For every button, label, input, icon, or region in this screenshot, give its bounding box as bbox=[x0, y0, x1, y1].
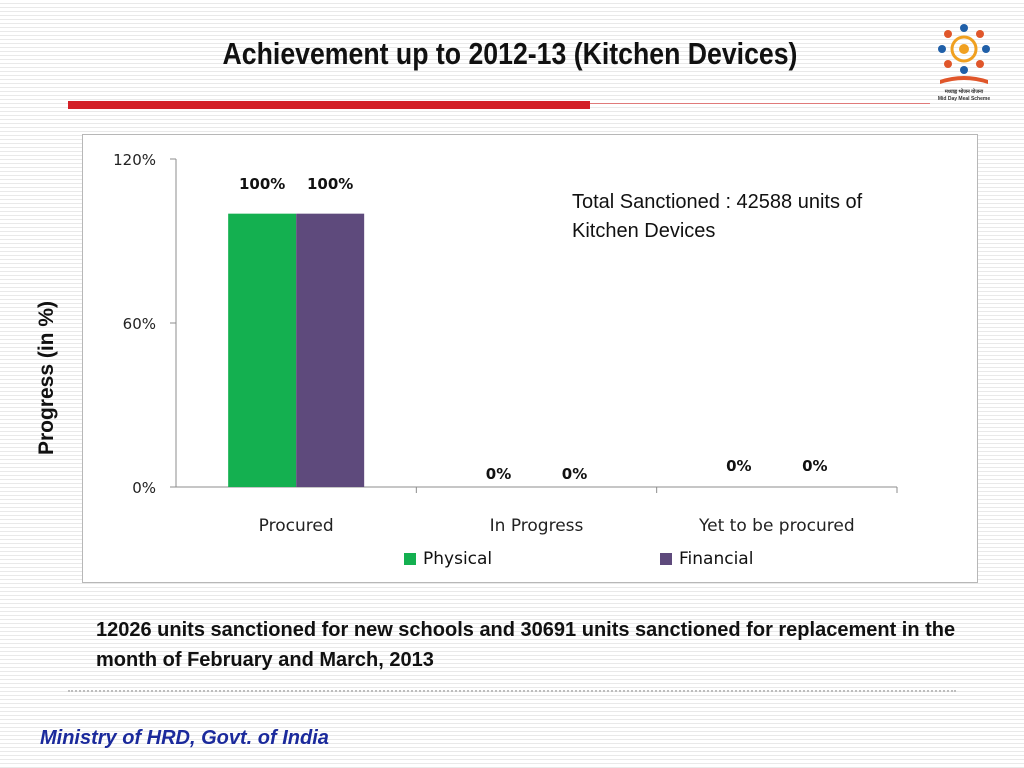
data-label: 0% bbox=[562, 465, 587, 483]
data-label: 0% bbox=[802, 457, 827, 475]
x-tick-label: Yet to be procured bbox=[698, 516, 855, 536]
legend-label-financial: Financial bbox=[679, 549, 754, 569]
slide-title: Achievement up to 2012-13 (Kitchen Devic… bbox=[222, 36, 798, 71]
legend-swatch-financial bbox=[660, 553, 672, 565]
x-tick-label: In Progress bbox=[490, 516, 584, 536]
data-label: 100% bbox=[239, 175, 285, 193]
data-label: 100% bbox=[307, 175, 353, 193]
logo-caption-hindi: मध्याह्न भोजन योजना bbox=[944, 89, 984, 95]
logo-book bbox=[940, 76, 988, 84]
y-tick-label: 0% bbox=[132, 479, 156, 497]
x-tick-label: Procured bbox=[259, 516, 334, 536]
logo-people-ring bbox=[938, 24, 990, 74]
y-axis-title: Progress (in %) bbox=[35, 300, 58, 456]
chart-annotation: Total Sanctioned : 42588 units of Kitche… bbox=[572, 191, 863, 242]
title-underline-accent bbox=[68, 101, 590, 109]
legend-label-physical: Physical bbox=[423, 549, 493, 569]
bar-financial-0 bbox=[296, 213, 365, 487]
y-tick-label: 60% bbox=[123, 315, 156, 333]
chart-area: 0% 60% 120% Procured 100% 100% In Progress 0% 0%… bbox=[82, 134, 978, 583]
bar-physical-0 bbox=[228, 213, 297, 487]
data-label: 0% bbox=[726, 457, 751, 475]
legend-swatch-physical bbox=[404, 553, 416, 565]
footer-ministry: Ministry of HRD, Govt. of India bbox=[40, 727, 329, 749]
bar-chart: 0% 60% 120% Procured 100% 100% In Progress 0% 0%… bbox=[113, 151, 898, 536]
data-label: 0% bbox=[486, 465, 511, 483]
sanction-note: 12026 units sanctioned for new schools a… bbox=[96, 619, 956, 671]
footer-divider bbox=[68, 690, 956, 692]
logo-caption-english: Mid Day Meal Scheme bbox=[937, 96, 991, 102]
mid-day-meal-logo bbox=[938, 24, 990, 84]
y-tick-label: 120% bbox=[113, 151, 156, 169]
title-underline-thin bbox=[590, 103, 930, 104]
